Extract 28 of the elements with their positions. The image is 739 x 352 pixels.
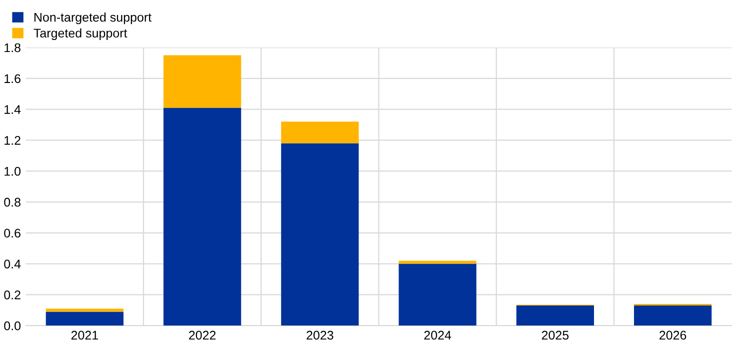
y-tick-label: 1.4 <box>4 105 21 114</box>
bar <box>516 306 594 326</box>
bar <box>634 306 712 326</box>
y-tick-label: 0.8 <box>4 198 20 207</box>
y-tick-label: 0.2 <box>4 290 20 300</box>
x-tick-label: 2021 <box>71 330 98 340</box>
bar <box>281 122 359 144</box>
legend-label: Non-targeted support <box>34 12 152 24</box>
y-tick-label: 0.4 <box>4 260 21 268</box>
bar <box>163 108 242 326</box>
bar <box>46 312 124 326</box>
y-tick-label: 0.6 <box>4 228 20 238</box>
bar <box>281 143 359 326</box>
legend-label: Targeted support <box>34 28 128 40</box>
bar <box>398 264 476 326</box>
y-tick-label: 1.8 <box>4 43 20 52</box>
y-tick-label: 0.0 <box>4 321 21 330</box>
bar <box>46 308 124 312</box>
y-tick-label: 1.2 <box>4 136 20 145</box>
x-tick-label: 2022 <box>189 330 216 340</box>
y-tick-label: 1.0 <box>4 166 21 176</box>
x-tick-label: 2023 <box>306 330 334 340</box>
x-tick-label: 2026 <box>660 330 686 340</box>
bar <box>163 55 242 108</box>
x-tick-label: 2025 <box>542 330 569 340</box>
x-tick-label: 2024 <box>424 330 452 340</box>
bar <box>398 260 476 264</box>
y-tick-label: 1.6 <box>4 74 20 84</box>
